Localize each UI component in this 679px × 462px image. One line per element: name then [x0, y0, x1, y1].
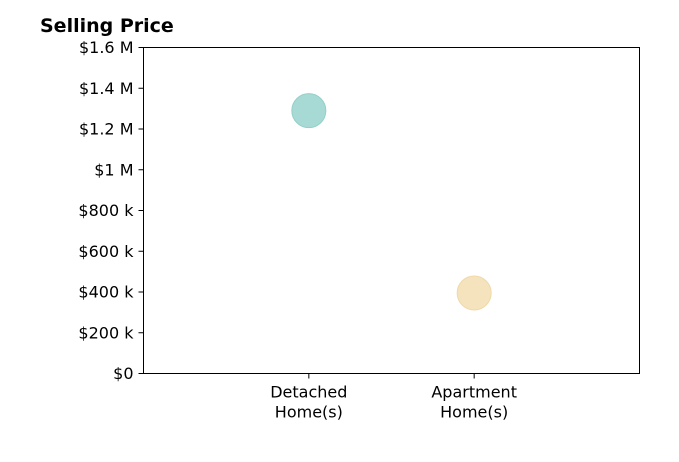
x-tick-label-line: Home(s) [275, 403, 343, 422]
y-tick-label: $1 M [94, 160, 133, 179]
y-tick-label: $1.2 M [79, 120, 134, 139]
y-tick-label: $1.4 M [79, 79, 134, 98]
data-point [456, 275, 492, 311]
y-tick-label: $600 k [78, 242, 134, 261]
x-tick-label: Apartment Home(s) [431, 383, 517, 422]
data-points [291, 93, 492, 311]
y-axis: $0 $200 k $400 k $600 k $800 k $1 M $1.2 M $1.4… [78, 38, 144, 383]
data-point [291, 93, 327, 129]
y-tick-label: $800 k [78, 201, 134, 220]
x-tick-label-line: Home(s) [440, 403, 508, 422]
y-tick-label: $0 [113, 364, 133, 383]
y-tick-label: $400 k [78, 283, 134, 302]
chart-title: Selling Price [40, 15, 174, 37]
plot-area-frame [143, 47, 640, 374]
y-tick-label: $1.6 M [79, 38, 134, 57]
x-tick-label-line: Apartment [431, 383, 517, 402]
x-axis: Detached Home(s)Apartment Home(s) [270, 373, 517, 422]
x-tick-label: Detached Home(s) [270, 383, 347, 422]
x-tick-label-line: Detached [270, 383, 347, 402]
y-tick-label: $200 k [78, 323, 134, 342]
